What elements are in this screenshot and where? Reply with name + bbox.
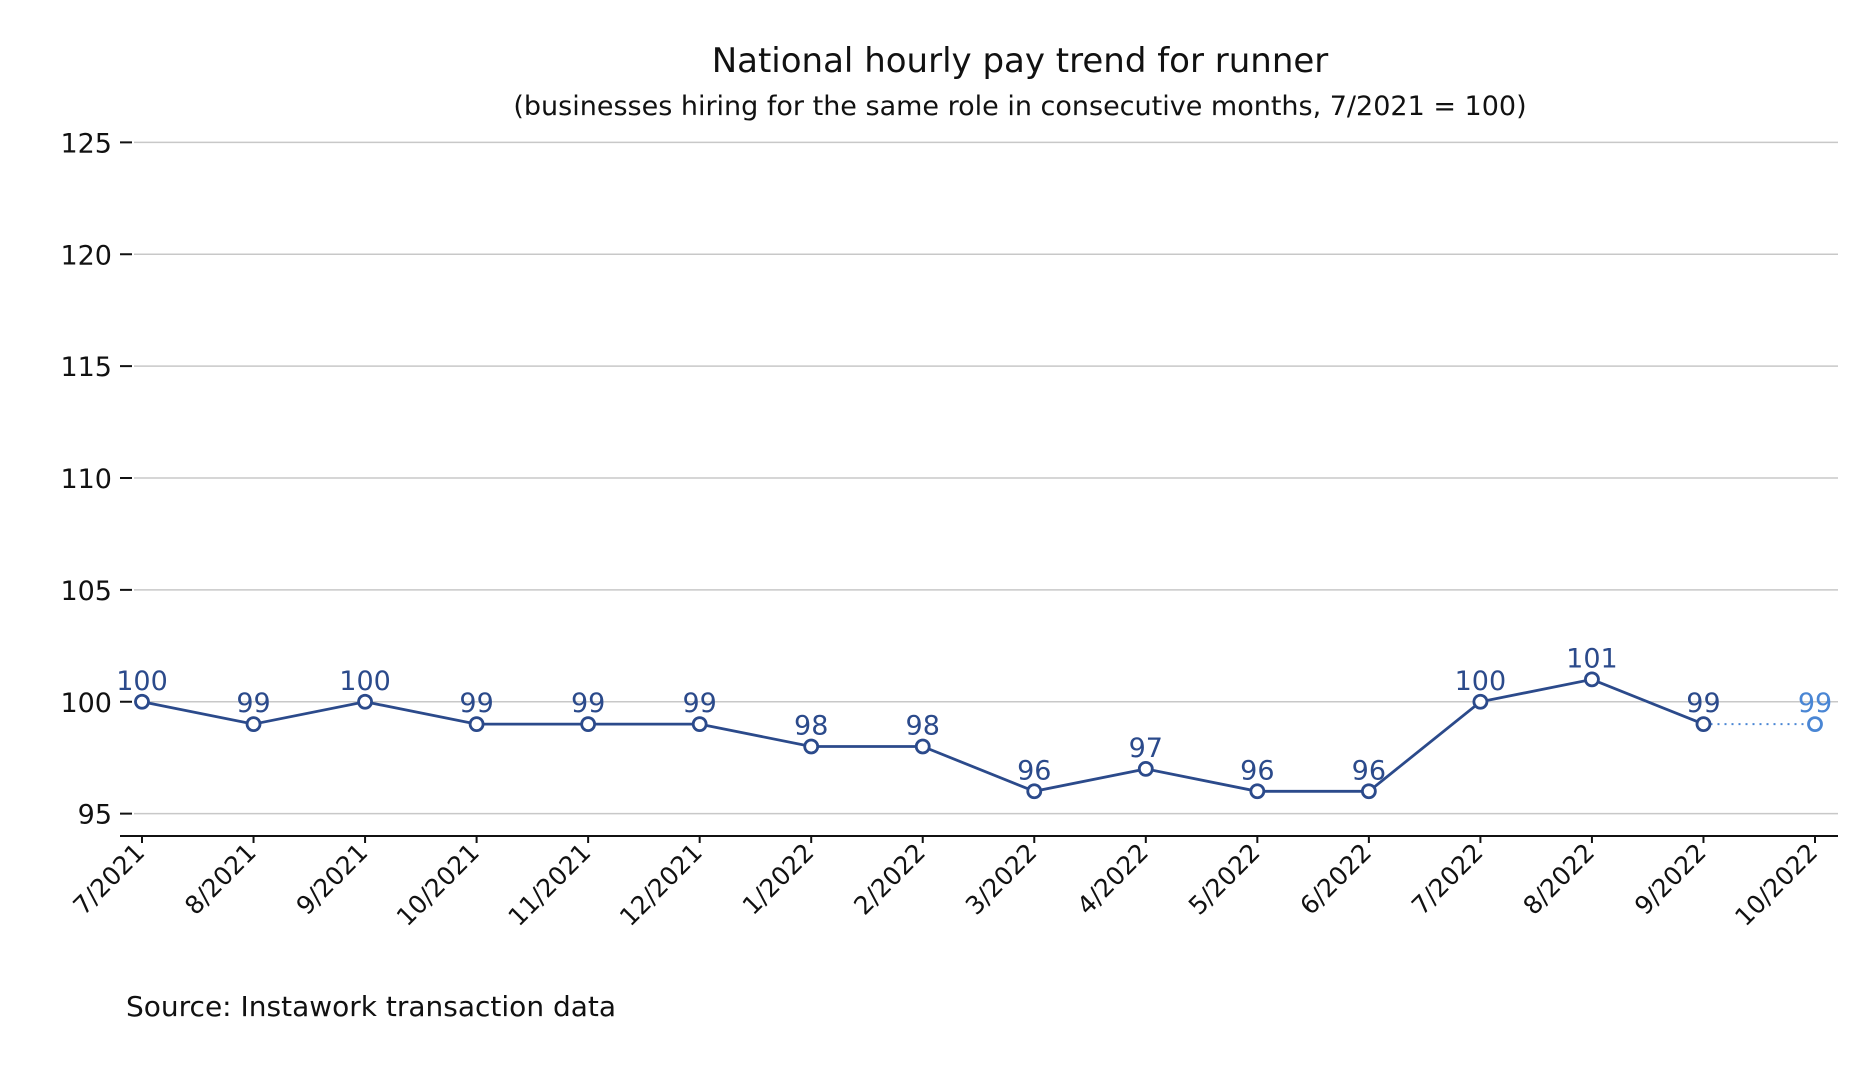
x-tick-label: 10/2021 xyxy=(391,838,485,932)
data-label: 101 xyxy=(1566,643,1618,674)
data-point xyxy=(1137,760,1154,777)
data-label: 100 xyxy=(1455,666,1507,697)
source-note: Source: Instawork transaction data xyxy=(126,990,616,1023)
x-tick-label: 3/2022 xyxy=(960,838,1043,921)
data-point xyxy=(1807,716,1823,733)
x-tick-label: 9/2021 xyxy=(291,838,374,921)
x-tick-label: 6/2022 xyxy=(1294,838,1377,921)
data-point xyxy=(1249,783,1266,800)
x-tick-label: 5/2022 xyxy=(1183,838,1266,921)
data-point xyxy=(1472,693,1489,710)
data-labels: 100 99 100 99 99 99 98 98 96 97 96 96 100 101 99 99 xyxy=(116,643,1832,786)
x-axis: 7/2021 8/2021 9/2021 10/2021 11/2021 12/2021 1… xyxy=(68,835,1838,932)
x-tick-label: 8/2022 xyxy=(1517,838,1600,921)
data-label: 98 xyxy=(794,711,828,742)
x-tick-label: 1/2022 xyxy=(737,838,820,921)
data-point xyxy=(803,738,820,755)
data-point xyxy=(245,716,262,733)
chart-subtitle: (businesses hiring for the same role in … xyxy=(513,91,1526,122)
y-tick-label: 100 xyxy=(60,688,112,719)
data-point xyxy=(1584,671,1600,688)
y-tick-label: 115 xyxy=(60,352,112,383)
data-point xyxy=(580,716,597,733)
x-tick-label: 8/2021 xyxy=(179,838,262,921)
data-point xyxy=(468,716,485,733)
y-tick-label: 110 xyxy=(60,464,112,495)
series-lines xyxy=(141,677,1815,793)
data-point xyxy=(1026,783,1043,800)
data-point xyxy=(357,693,373,710)
x-tick-label: 4/2022 xyxy=(1071,838,1154,921)
data-label: 99 xyxy=(682,688,716,719)
data-label: 98 xyxy=(906,711,940,742)
y-tick-label: 105 xyxy=(60,576,112,607)
y-tick-label: 95 xyxy=(78,800,112,831)
data-point xyxy=(134,693,150,710)
data-point xyxy=(1360,783,1377,800)
data-label: 96 xyxy=(1240,755,1274,786)
x-tick-label: 2/2022 xyxy=(848,838,931,921)
x-tick-label: 7/2021 xyxy=(68,838,151,921)
x-tick-label: 7/2022 xyxy=(1406,838,1489,921)
y-axis: 95 100 105 110 115 120 125 xyxy=(60,128,132,831)
chart-title: National hourly pay trend for runner xyxy=(712,41,1329,81)
data-label: 99 xyxy=(1798,688,1832,719)
x-tick-label: 9/2022 xyxy=(1629,838,1712,921)
data-label: 100 xyxy=(116,666,168,697)
x-tick-label: 11/2021 xyxy=(502,838,596,932)
data-label: 99 xyxy=(236,688,270,719)
data-label: 99 xyxy=(459,688,493,719)
data-label: 99 xyxy=(571,688,605,719)
grid-lines xyxy=(134,141,1838,815)
x-tick-label: 10/2022 xyxy=(1729,838,1823,932)
x-tick-label: 12/2021 xyxy=(614,838,708,932)
data-point xyxy=(914,738,931,755)
data-label: 96 xyxy=(1017,755,1051,786)
data-point xyxy=(1695,716,1712,733)
data-point xyxy=(691,716,708,733)
data-label: 100 xyxy=(339,666,391,697)
data-points xyxy=(134,671,1823,800)
y-tick-label: 120 xyxy=(60,240,112,271)
data-label: 96 xyxy=(1352,755,1386,786)
y-tick-label: 125 xyxy=(60,128,112,159)
data-label: 99 xyxy=(1686,688,1720,719)
data-label: 97 xyxy=(1129,733,1163,764)
